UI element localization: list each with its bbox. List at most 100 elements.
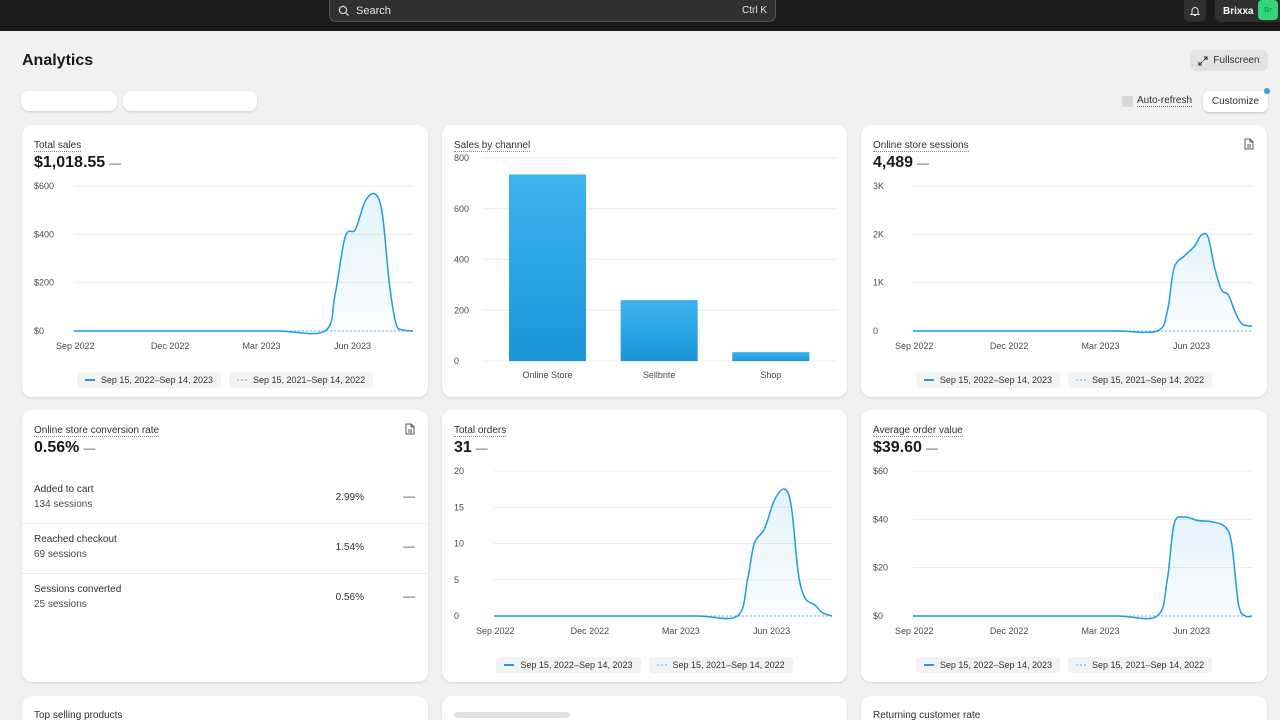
metric-value: 0.56% — xyxy=(34,439,96,456)
current-series-area xyxy=(494,488,832,619)
step-label: Reached checkout xyxy=(34,534,117,545)
x-tick-label: Sep 2022 xyxy=(56,341,95,351)
y-tick-label: 800 xyxy=(454,153,469,163)
list-item: Reached checkout 69 sessions 1.54% — xyxy=(22,524,427,574)
bell-icon xyxy=(1189,7,1201,16)
metric-value: 4,489— xyxy=(873,154,930,171)
bar xyxy=(620,300,698,361)
card-title[interactable]: Online store sessions xyxy=(873,140,969,152)
fullscreen-button[interactable]: Fullscreen xyxy=(1190,50,1268,71)
card-title[interactable]: Top selling products xyxy=(34,710,123,720)
x-tick-label: Online Store xyxy=(522,370,572,380)
x-tick-label: Sep 2022 xyxy=(895,626,934,636)
metric-value: 31— xyxy=(454,439,488,456)
y-tick-label: 1K xyxy=(873,278,884,288)
card-loading-placeholder xyxy=(442,696,847,720)
step-percent: 1.54% xyxy=(335,542,364,553)
current-series-area xyxy=(913,233,1252,333)
card-title[interactable]: Total orders xyxy=(454,425,507,437)
legend-current[interactable]: Sep 15, 2022–Sep 14, 2023 xyxy=(76,372,221,388)
card-online-store-sessions[interactable]: Online store sessions 4,489— 0 1K 2K 3K Sep … xyxy=(861,125,1267,397)
line-chart: $0 $20 $40 $60 Sep 2022 Dec 2022 Mar 2023 Jun 2… xyxy=(873,466,1253,636)
search-placeholder: Search xyxy=(356,4,391,17)
step-label: Added to cart xyxy=(34,484,94,495)
auto-refresh-label: Auto-refresh xyxy=(1137,95,1193,107)
legend-current[interactable]: Sep 15, 2022–Sep 14, 2023 xyxy=(496,657,641,673)
y-tick-label: $20 xyxy=(873,563,888,573)
avatar: Br xyxy=(1258,0,1278,20)
notifications-button[interactable] xyxy=(1184,0,1206,22)
step-label: Sessions converted xyxy=(34,584,122,595)
x-tick-label: Dec 2022 xyxy=(990,341,1029,351)
metric-value: $1,018.55— xyxy=(34,154,122,171)
y-tick-label: 20 xyxy=(454,466,464,476)
current-series-area xyxy=(913,516,1252,619)
step-sessions: 25 sessions xyxy=(34,599,87,610)
customize-indicator-dot xyxy=(1264,88,1270,94)
customize-button[interactable]: Customize xyxy=(1203,91,1268,112)
store-name: Brixxa xyxy=(1223,5,1254,17)
legend-current[interactable]: Sep 15, 2022–Sep 14, 2023 xyxy=(915,657,1060,673)
card-conversion-rate[interactable]: Online store conversion rate 0.56% — Adde… xyxy=(22,410,428,682)
y-tick-label: 5 xyxy=(454,575,459,585)
current-series-line xyxy=(913,232,1253,334)
y-tick-label: 0 xyxy=(454,356,459,366)
card-total-orders[interactable]: Total orders 31— 0 5 10 15 20 Sep 2022 Dec 202… xyxy=(442,410,847,682)
search-bar[interactable]: Search Ctrl K xyxy=(329,0,776,22)
y-tick-label: $600 xyxy=(34,181,54,191)
fullscreen-label: Fullscreen xyxy=(1213,55,1260,66)
card-title[interactable]: Average order value xyxy=(873,425,963,437)
search-icon xyxy=(338,5,349,16)
store-menu-button[interactable]: Brixxa Br xyxy=(1215,0,1280,22)
x-tick-label: Jun 2023 xyxy=(334,341,371,351)
y-tick-label: $200 xyxy=(34,278,54,288)
card-title[interactable]: Online store conversion rate xyxy=(34,425,160,437)
card-sales-by-channel[interactable]: Sales by channel 0 200 400 600 800 Online Sto… xyxy=(442,125,847,397)
legend-current[interactable]: Sep 15, 2022–Sep 14, 2023 xyxy=(915,372,1060,388)
card-average-order-value[interactable]: Average order value $39.60— $0 $20 $40 $60 S… xyxy=(861,410,1267,682)
y-tick-label: $40 xyxy=(873,514,888,524)
date-range-picker[interactable] xyxy=(21,91,117,111)
y-tick-label: $60 xyxy=(873,466,888,476)
y-tick-label: 2K xyxy=(873,229,884,239)
legend-previous[interactable]: Sep 15, 2021–Sep 14, 2022 xyxy=(1068,372,1213,388)
comparison-period-picker[interactable] xyxy=(123,91,257,111)
current-series-line xyxy=(913,515,1253,620)
x-tick-label: Mar 2023 xyxy=(242,341,280,351)
legend-previous[interactable]: Sep 15, 2021–Sep 14, 2022 xyxy=(229,372,374,388)
x-tick-label: Jun 2023 xyxy=(753,626,790,636)
auto-refresh-toggle[interactable]: Auto-refresh xyxy=(1122,95,1193,107)
y-tick-label: 200 xyxy=(454,305,469,315)
chart-legend: Sep 15, 2022–Sep 14, 2023 Sep 15, 2021–S… xyxy=(861,657,1267,673)
card-top-selling-products[interactable]: Top selling products xyxy=(22,696,428,720)
top-bar: Search Ctrl K Brixxa Br xyxy=(0,0,1280,31)
x-tick-label: Mar 2023 xyxy=(1081,341,1119,351)
legend-previous[interactable]: Sep 15, 2021–Sep 14, 2022 xyxy=(648,657,793,673)
document-icon[interactable] xyxy=(405,423,415,435)
chart-legend: Sep 15, 2022–Sep 14, 2023 Sep 15, 2021–S… xyxy=(861,372,1267,388)
auto-refresh-checkbox[interactable] xyxy=(1122,95,1133,107)
card-total-sales[interactable]: Total sales $1,018.55— $0 $200 $400 $600 Sep… xyxy=(22,125,428,397)
list-item: Sessions converted 25 sessions 0.56% — xyxy=(22,574,427,624)
card-title[interactable]: Total sales xyxy=(34,140,82,152)
bar xyxy=(732,352,810,361)
line-chart: 0 1K 2K 3K Sep 2022 Dec 2022 Mar 2023 Jun 2023 xyxy=(873,181,1253,351)
step-sessions: 134 sessions xyxy=(34,499,93,510)
list-item: Added to cart 134 sessions 2.99% — xyxy=(22,474,427,524)
x-tick-label: Sep 2022 xyxy=(895,341,934,351)
x-tick-label: Jun 2023 xyxy=(1173,626,1210,636)
y-tick-label: 15 xyxy=(454,502,464,512)
card-title[interactable]: Sales by channel xyxy=(454,140,531,152)
y-tick-label: 10 xyxy=(454,539,464,549)
y-tick-label: 400 xyxy=(454,255,469,265)
x-tick-label: Mar 2023 xyxy=(1081,626,1119,636)
document-icon[interactable] xyxy=(1244,138,1254,150)
y-tick-label: $0 xyxy=(873,611,883,621)
current-series-area xyxy=(74,193,413,334)
card-title[interactable]: Returning customer rate xyxy=(873,710,981,720)
step-percent: 0.56% xyxy=(335,592,364,603)
legend-previous[interactable]: Sep 15, 2021–Sep 14, 2022 xyxy=(1068,657,1213,673)
card-returning-customer-rate[interactable]: Returning customer rate xyxy=(861,696,1267,720)
chart-legend: Sep 15, 2022–Sep 14, 2023 Sep 15, 2021–S… xyxy=(22,372,428,388)
x-tick-label: Dec 2022 xyxy=(571,626,610,636)
